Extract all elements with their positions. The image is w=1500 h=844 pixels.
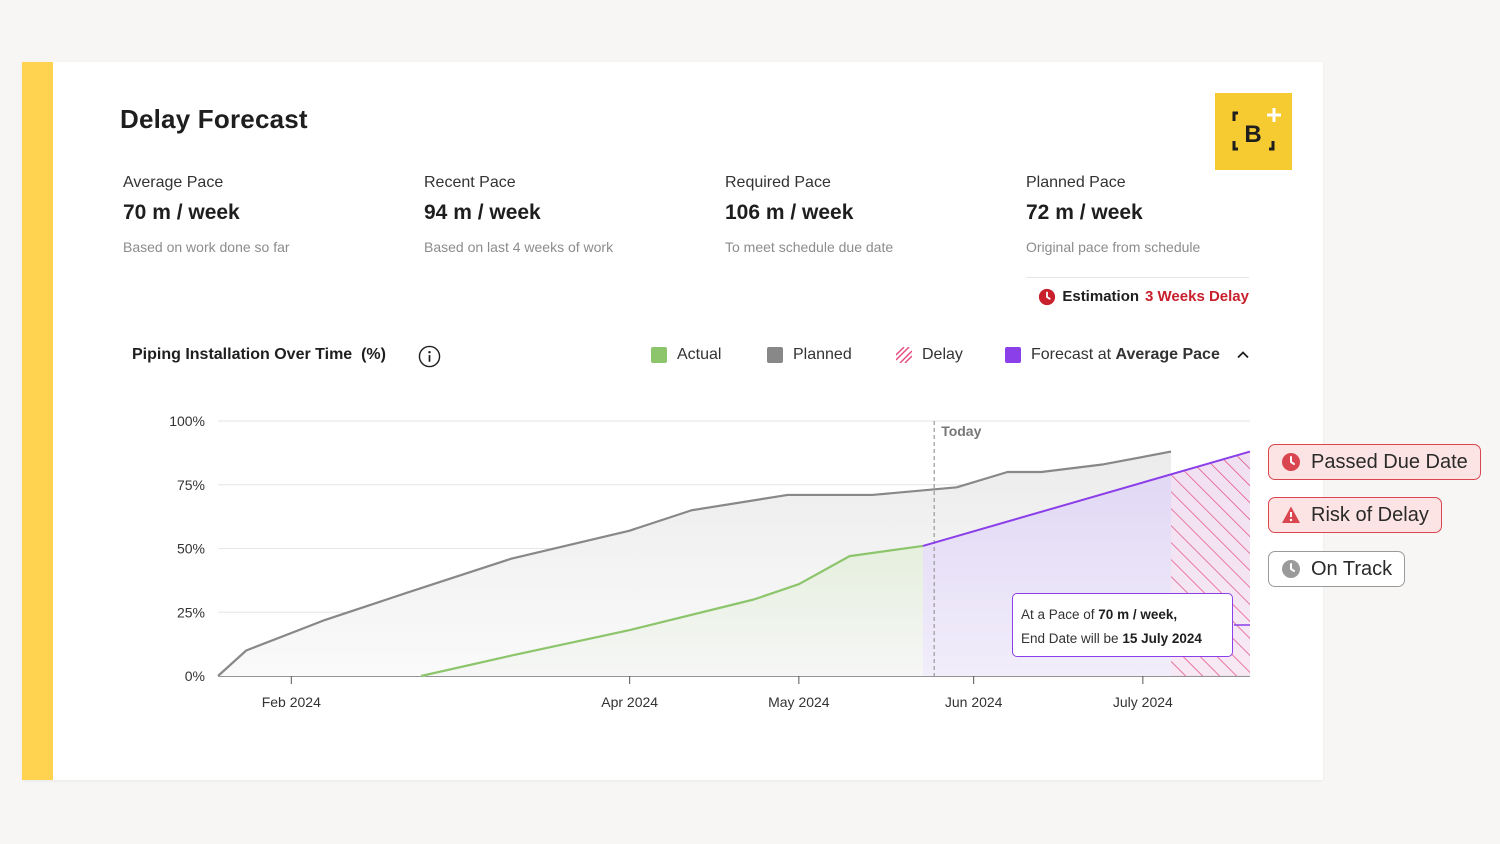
y-tick-label: 100% xyxy=(169,413,205,429)
forecast-line xyxy=(922,450,1251,547)
page-title: Delay Forecast xyxy=(120,104,308,134)
metric-value: 94 m / week xyxy=(424,201,541,224)
forecast-prefix: Forecast at xyxy=(1031,346,1116,363)
metric-required-pace: Required Pace 106 m / week To meet sched… xyxy=(725,174,1005,255)
clock-icon xyxy=(1282,560,1300,578)
metric-subtext: Based on last 4 weeks of work xyxy=(424,239,614,255)
status-label: Passed Due Date xyxy=(1311,450,1468,473)
metric-planned-pace: Planned Pace 72 m / week Original pace f… xyxy=(1026,174,1306,255)
forecast-tooltip: At a Pace of 70 m / week, End Date will … xyxy=(1012,593,1233,657)
actual-line xyxy=(420,544,924,678)
metric-label: Required Pace xyxy=(725,174,831,191)
svg-text:B: B xyxy=(1244,121,1261,148)
info-icon[interactable] xyxy=(418,345,441,368)
metric-label: Average Pace xyxy=(123,174,224,191)
logo-icon: B xyxy=(1232,108,1281,151)
actual-swatch xyxy=(651,347,667,363)
delay-hatch-swatch xyxy=(896,347,912,363)
estimation-label: Estimation xyxy=(1062,288,1140,305)
y-tick-label: 0% xyxy=(185,668,205,684)
legend-label: Planned xyxy=(793,346,852,363)
status-label: On Track xyxy=(1311,557,1393,580)
accent-bar xyxy=(22,62,53,780)
x-tick-label: Jun 2024 xyxy=(945,694,1003,710)
forecast-pace-name: Average Pace xyxy=(1115,346,1220,363)
x-tick-label: May 2024 xyxy=(768,694,830,710)
x-tick-label: Feb 2024 xyxy=(262,694,321,710)
chart-title: Piping Installation Over Time (%) xyxy=(132,346,386,363)
metric-subtext: Based on work done so far xyxy=(123,239,290,255)
metric-value: 70 m / week xyxy=(123,201,240,224)
y-tick-label: 75% xyxy=(177,477,205,493)
y-tick-label: 25% xyxy=(177,604,205,620)
actual-area xyxy=(421,545,923,676)
legend-forecast[interactable]: Forecast at Average Pace xyxy=(1005,346,1250,364)
tooltip-line-date: End Date will be 15 July 2024 xyxy=(1021,627,1224,651)
chart-axes: 100% 75% 50% 25% 0% Feb 2024 Apr 2024 May 2024 J… xyxy=(169,413,1173,710)
metric-average-pace: Average Pace 70 m / week Based on work d… xyxy=(123,174,403,255)
status-label: Risk of Delay xyxy=(1311,503,1429,526)
status-passed-due-date[interactable]: Passed Due Date xyxy=(1268,444,1481,480)
planned-swatch xyxy=(767,347,783,363)
tooltip-text: At a Pace of xyxy=(1021,607,1099,622)
x-tick-label: July 2024 xyxy=(1113,694,1173,710)
clock-icon xyxy=(1282,453,1300,471)
status-on-track[interactable]: On Track xyxy=(1268,551,1406,587)
planned-line xyxy=(217,450,1172,677)
legend-label: Delay xyxy=(922,346,963,363)
metric-recent-pace: Recent Pace 94 m / week Based on last 4 … xyxy=(424,174,704,255)
chevron-up-icon[interactable] xyxy=(1236,348,1250,362)
metric-value: 106 m / week xyxy=(725,201,854,224)
tooltip-pace: 70 m / week, xyxy=(1098,607,1178,622)
metric-value: 72 m / week xyxy=(1026,201,1143,224)
metric-subtext: Original pace from schedule xyxy=(1026,239,1201,255)
tooltip-line-pace: At a Pace of 70 m / week, xyxy=(1021,603,1224,627)
y-tick-label: 50% xyxy=(177,541,205,557)
legend-actual[interactable]: Actual xyxy=(651,346,721,364)
chart-lines xyxy=(217,421,1251,678)
legend-label: Actual xyxy=(677,346,722,363)
metric-label: Planned Pace xyxy=(1026,174,1126,191)
alert-clock-icon xyxy=(1039,288,1056,305)
estimation-value: 3 Weeks Delay xyxy=(1145,288,1249,305)
tooltip-end-date: 15 July 2024 xyxy=(1122,631,1202,646)
legend-planned[interactable]: Planned xyxy=(767,346,852,364)
estimation-row: Estimation 3 Weeks Delay xyxy=(1026,277,1249,307)
tooltip-text: End Date will be xyxy=(1021,631,1123,646)
legend-label: Forecast at Average Pace xyxy=(1031,346,1220,364)
status-risk-of-delay[interactable]: Risk of Delay xyxy=(1268,497,1442,533)
x-tick-label: Apr 2024 xyxy=(601,694,658,710)
warning-icon xyxy=(1282,506,1300,523)
legend-delay[interactable]: Delay xyxy=(896,346,963,364)
brand-logo: B xyxy=(1215,93,1292,170)
forecast-swatch xyxy=(1005,347,1021,363)
today-label: Today xyxy=(941,423,981,439)
metric-subtext: To meet schedule due date xyxy=(725,239,894,255)
metric-label: Recent Pace xyxy=(424,174,516,191)
